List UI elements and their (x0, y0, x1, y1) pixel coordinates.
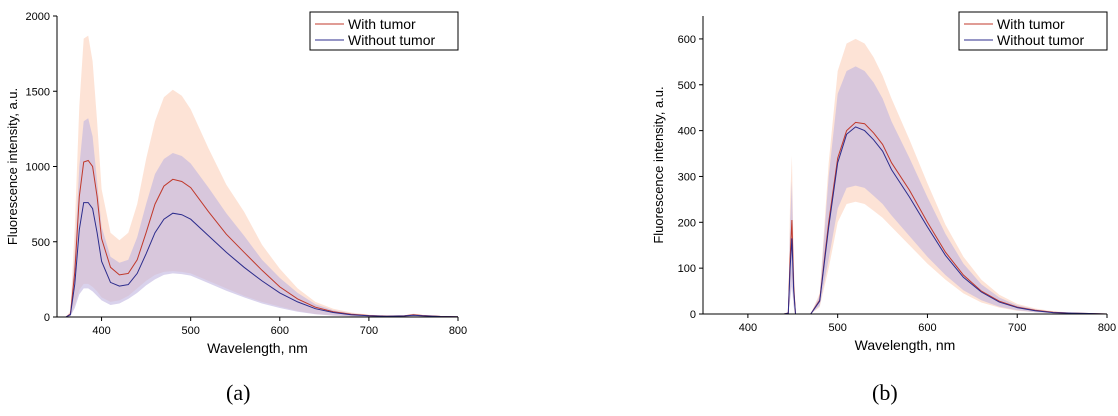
x-axis-label: Wavelength, nm (207, 340, 308, 356)
y-tick-label: 200 (678, 217, 696, 229)
legend-box (958, 11, 1108, 51)
y-axis-label: Fluorescence intensity, a.u. (5, 88, 20, 245)
x-axis-label: Wavelength, nm (855, 337, 956, 353)
y-tick-label: 1500 (26, 86, 50, 98)
legend-label-without-tumor: Without tumor (348, 32, 435, 48)
legend-label-with-tumor: With tumor (348, 16, 416, 32)
x-tick-label: 600 (271, 325, 289, 337)
y-tick-label: 100 (678, 263, 696, 275)
panel-caption-b: (b) (872, 380, 898, 405)
chart-a: 400 500 600 700 800 0 500 1000 1500 2000 Wavelengt… (5, 11, 467, 356)
y-tick-label: 600 (678, 34, 696, 46)
x-tick-label: 500 (181, 325, 199, 337)
y-tick-label: 400 (678, 126, 696, 138)
chart-b: 400 500 600 700 800 0 100 200 300 400 500 600 Wavele… (651, 11, 1116, 353)
band-without-tumor (57, 118, 458, 317)
line-without-tumor (57, 202, 459, 318)
legend-label-with-tumor: With tumor (997, 16, 1065, 32)
x-tick-label: 700 (1008, 322, 1026, 334)
x-tick-label: 600 (918, 322, 936, 334)
y-tick-label: 500 (678, 80, 696, 92)
x-tick-label: 800 (1098, 322, 1116, 334)
x-tick-label: 800 (449, 325, 467, 337)
legend-box (309, 11, 459, 51)
line-without-tumor (703, 126, 1108, 315)
x-tick-label: 500 (828, 322, 846, 334)
y-tick-label: 0 (690, 309, 696, 321)
y-tick-label: 2000 (26, 11, 50, 23)
x-tick-label: 400 (739, 322, 757, 334)
y-tick-label: 300 (678, 171, 696, 183)
x-tick-label: 400 (92, 325, 110, 337)
legend-label-without-tumor: Without tumor (997, 32, 1084, 48)
y-axis-label: Fluorescence intensity, a.u. (651, 86, 666, 243)
y-tick-label: 1000 (26, 162, 50, 174)
y-tick-label: 0 (44, 312, 50, 324)
panel-caption-a: (a) (226, 380, 251, 405)
x-tick-label: 700 (360, 325, 378, 337)
y-tick-label: 500 (32, 237, 50, 249)
